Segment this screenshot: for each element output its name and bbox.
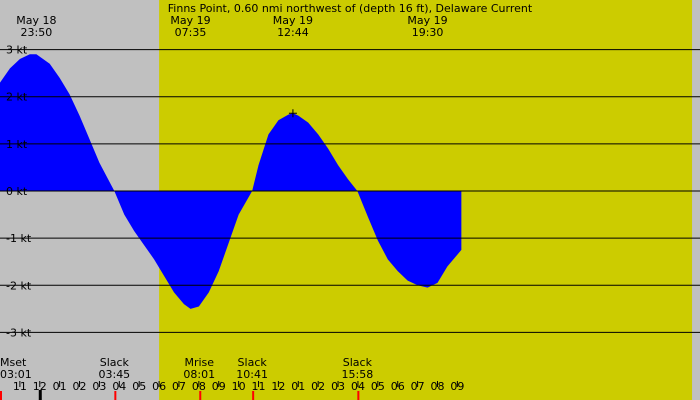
x-tick-label: 03 xyxy=(331,380,345,393)
x-tick-label: 01 xyxy=(291,380,305,393)
peak-marker xyxy=(288,109,297,118)
event-time-label: 15:58 xyxy=(342,368,374,381)
x-tick-label: 07 xyxy=(411,380,425,393)
top-date-label: May 18 xyxy=(16,14,56,27)
y-tick-label: 2 kt xyxy=(6,91,28,104)
x-tick-label: 08 xyxy=(431,380,445,393)
current-areas xyxy=(0,54,462,309)
y-tick-label: 0 kt xyxy=(6,185,28,198)
top-time-label: 07:35 xyxy=(175,26,207,39)
top-time-label: 19:30 xyxy=(412,26,444,39)
x-tick-label: 01 xyxy=(53,380,67,393)
x-tick-label: 12 xyxy=(33,380,47,393)
event-time-label: 03:45 xyxy=(98,368,130,381)
y-tick-label: -2 kt xyxy=(6,279,32,292)
slack-event-tick xyxy=(252,391,255,400)
x-tick-label: 09 xyxy=(450,380,464,393)
midnight-marker xyxy=(38,390,42,400)
chart-title: Finns Point, 0.60 nmi northwest of (dept… xyxy=(168,2,533,15)
event-time-label: 10:41 xyxy=(236,368,268,381)
slack-event-tick xyxy=(357,391,360,400)
moon-event-tick xyxy=(0,391,2,400)
x-tick-label: 04 xyxy=(112,380,126,393)
event-time-label: 08:01 xyxy=(183,368,215,381)
y-tick-label: 1 kt xyxy=(6,138,28,151)
event-name-label: Mset xyxy=(0,356,27,369)
y-axis-ticks: 3 kt 2 kt 1 kt 0 kt -1 kt -2 kt -3 kt xyxy=(6,44,32,340)
x-tick-label: 11 xyxy=(13,380,27,393)
x-tick-label: 06 xyxy=(152,380,166,393)
moon-event-tick xyxy=(199,391,202,400)
x-tick-label: 02 xyxy=(73,380,87,393)
x-tick-label: 06 xyxy=(391,380,405,393)
top-date-label: May 19 xyxy=(407,14,447,27)
x-tick-label: 11 xyxy=(252,380,266,393)
y-tick-label: -3 kt xyxy=(6,326,32,339)
x-tick-label: 03 xyxy=(92,380,106,393)
x-tick-label: 05 xyxy=(132,380,146,393)
x-tick-label: 09 xyxy=(212,380,226,393)
x-tick-label: 02 xyxy=(311,380,325,393)
y-tick-label: 3 kt xyxy=(6,44,28,57)
y-tick-label: -1 kt xyxy=(6,232,32,245)
bottom-event-labels: Mset03:01Slack03:45Mrise08:01Slack10:41S… xyxy=(0,356,373,400)
event-time-label: 03:01 xyxy=(0,368,32,381)
event-name-label: Slack xyxy=(343,356,373,369)
x-tick-label: 08 xyxy=(192,380,206,393)
x-tick-label: 04 xyxy=(351,380,365,393)
event-name-label: Slack xyxy=(238,356,268,369)
x-tick-label: 12 xyxy=(271,380,285,393)
slack-event-tick xyxy=(114,391,117,400)
x-tick-label: 10 xyxy=(232,380,246,393)
top-time-label: 12:44 xyxy=(277,26,309,39)
event-name-label: Mrise xyxy=(184,356,214,369)
gridlines xyxy=(0,49,700,333)
x-tick-label: 07 xyxy=(172,380,186,393)
x-axis-ticks: 11 12 01 02 03 04 05 06 07 08 09 10 11 12 01 02 03 04 05 06… xyxy=(13,380,464,400)
top-time-label: 23:50 xyxy=(21,26,53,39)
top-date-label: May 19 xyxy=(273,14,313,27)
event-name-label: Slack xyxy=(100,356,130,369)
flood-area-0 xyxy=(0,54,462,309)
top-date-label: May 19 xyxy=(170,14,210,27)
x-tick-label: 05 xyxy=(371,380,385,393)
